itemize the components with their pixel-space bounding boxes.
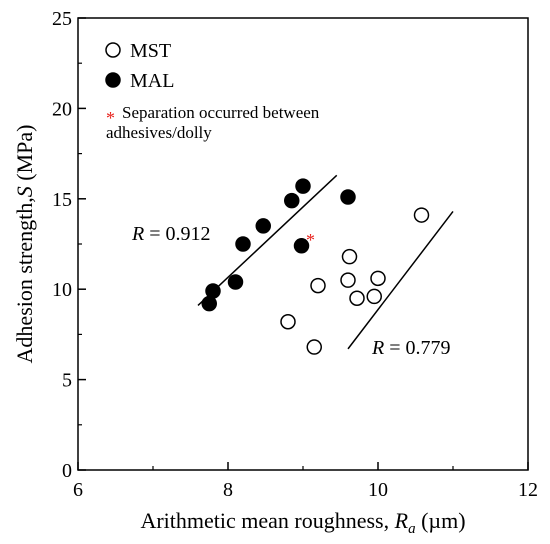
y-tick-label: 20 [52,98,72,120]
legend-annotation-line-1: Separation occurred between [122,103,320,122]
mst-point [366,288,382,305]
x-tick-label: 6 [73,479,83,501]
mal-point [284,192,300,209]
mst-point [310,277,326,294]
y-tick-label: 15 [52,189,72,211]
data-points [201,178,430,355]
mst-point [340,272,356,288]
y-tick-label: 10 [52,279,72,301]
mst-point [341,248,358,265]
fit-lines [197,174,454,350]
mal-point [227,274,244,290]
mal-point [201,295,217,312]
legend-mal-label: MAL [130,70,174,92]
mal-r-label: R = 0.912 [131,223,211,245]
mal-fit-line [197,174,338,307]
mst-point [280,313,296,330]
legend-mst-label: MST [130,40,171,62]
mal-point [255,218,271,234]
mst-point [370,270,386,287]
separation-marker: * [306,230,315,250]
y-axis-label: Adhesion strength,S (MPa) [12,125,37,364]
mal-point [235,236,251,252]
mst-point [349,290,365,306]
mal-point [205,283,221,299]
axis-ticks: 6 8 10 12 0 5 10 15 20 25 [52,8,538,501]
legend-annotation-line-2: adhesives/dolly [106,123,212,142]
mal-point [293,238,310,254]
legend-annotation-star: * [106,108,115,128]
y-tick-label: 25 [52,8,72,30]
mal-point [295,178,311,194]
x-tick-label: 12 [518,479,538,501]
y-tick-label: 0 [62,460,72,482]
mal-point [340,189,356,205]
mst-fit-line [347,211,454,350]
x-axis-label: Arithmetic mean roughness, Ra (µm) [140,508,465,537]
x-tick-label: 8 [223,479,233,501]
x-tick-label: 10 [368,479,388,501]
legend-mal-marker [105,72,121,88]
mst-point [306,339,322,355]
mst-r-label: R = 0.779 [371,337,451,359]
y-tick-label: 5 [62,370,72,392]
mst-point [413,207,430,223]
legend-mst-marker [105,42,121,58]
legend: MST MAL * Separation occurred between ad… [105,40,320,142]
